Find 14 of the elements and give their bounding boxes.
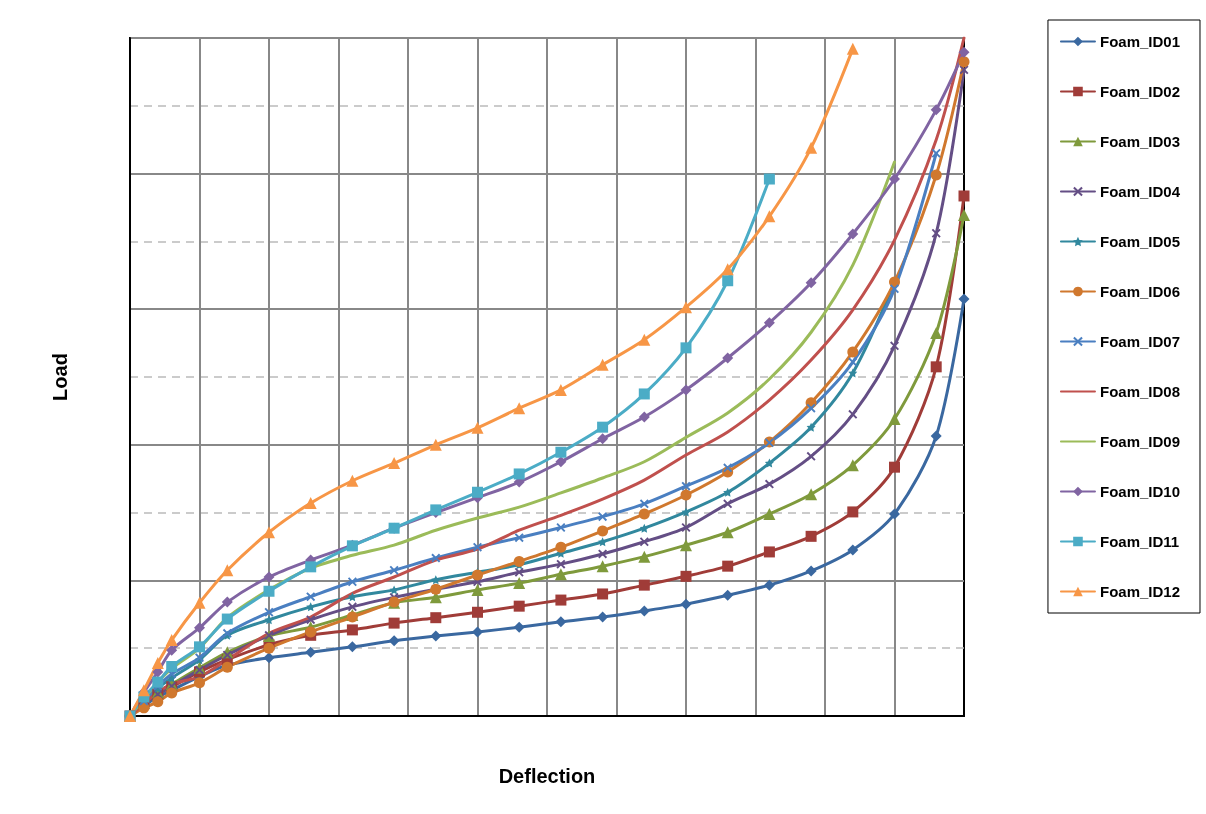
legend-label: Foam_ID02 <box>1099 83 1181 100</box>
x-axis-title: Deflection <box>498 765 596 787</box>
legend-label: Foam_ID03 <box>1099 133 1181 150</box>
legend-label: Foam_ID08 <box>1099 383 1181 400</box>
legend-label: Foam_ID07 <box>1099 333 1181 350</box>
legend-label: Foam_ID06 <box>1099 283 1181 300</box>
legend-label: Foam_ID10 <box>1099 483 1181 500</box>
legend-label: Foam_ID01 <box>1099 33 1181 50</box>
legend-label: Foam_ID04 <box>1099 183 1181 200</box>
legend-label: Foam_ID05 <box>1099 233 1181 250</box>
legend-label: Foam_ID11 <box>1099 533 1180 550</box>
legend-label: Foam_ID09 <box>1099 433 1181 450</box>
legend-label: Foam_ID12 <box>1099 583 1181 600</box>
y-axis-title: Load <box>49 353 71 401</box>
